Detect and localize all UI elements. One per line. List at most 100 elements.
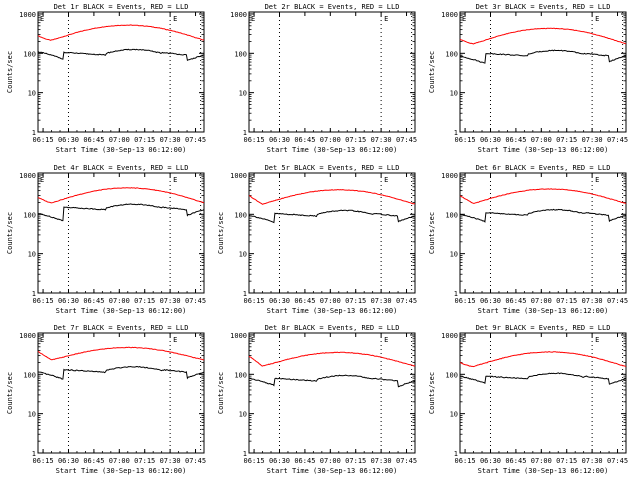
corner-marker-label: E — [251, 176, 255, 184]
events-series-line — [37, 365, 205, 380]
y-tick-label: 10 — [28, 411, 36, 419]
x-tick-label: 06:30 — [269, 457, 290, 465]
panel-title: Det 8r BLACK = Events, RED = LLD — [265, 324, 400, 332]
panel-det-1: Det 1r BLACK = Events, RED = LLD 1 10 100 10… — [6, 3, 206, 154]
y-tick-label: 1000 — [230, 172, 247, 180]
x-tick-label: 07:00 — [531, 297, 552, 305]
y-tick-label: 1000 — [19, 332, 36, 340]
events-series-line — [459, 208, 627, 223]
x-axis-label: Start Time (30-Sep-13 06:12:00) — [478, 467, 609, 475]
x-tick-label: 06:15 — [455, 297, 476, 305]
panel-title: Det 5r BLACK = Events, RED = LLD — [265, 164, 400, 172]
y-tick-label: 100 — [23, 211, 36, 219]
x-tick-label: 07:00 — [109, 297, 130, 305]
x-tick-label: 07:30 — [371, 297, 392, 305]
x-tick-label: 07:15 — [556, 457, 577, 465]
y-tick-label: 1 — [454, 290, 458, 298]
event-marker-label: E — [595, 336, 599, 344]
events-series-line — [248, 209, 416, 224]
y-tick-label: 1000 — [19, 11, 36, 19]
x-tick-label: 07:30 — [160, 297, 181, 305]
x-tick-label: 06:30 — [480, 457, 501, 465]
lld-series-line — [38, 24, 204, 41]
y-tick-label: 10 — [450, 251, 458, 259]
x-tick-label: 06:30 — [480, 297, 501, 305]
x-axis-label: Start Time (30-Sep-13 06:12:00) — [56, 307, 187, 315]
panel-title: Det 1r BLACK = Events, RED = LLD — [54, 3, 189, 11]
x-tick-label: 07:45 — [607, 457, 628, 465]
event-marker-label: E — [173, 15, 177, 23]
plot-frame — [248, 11, 416, 133]
y-tick-label: 1 — [243, 290, 247, 298]
y-tick-label: 1 — [454, 129, 458, 137]
x-tick-label: 07:30 — [160, 457, 181, 465]
events-series-line — [459, 372, 627, 385]
x-tick-label: 07:00 — [109, 457, 130, 465]
x-tick-label: 06:15 — [33, 457, 54, 465]
lld-series-line — [459, 27, 627, 45]
y-axis-label: Counts/sec — [428, 51, 436, 93]
y-tick-label: 1 — [454, 450, 458, 458]
corner-marker-label: E — [462, 336, 466, 344]
y-axis-label: Counts/sec — [6, 51, 14, 93]
y-tick-label: 1 — [243, 450, 247, 458]
x-tick-label: 07:30 — [582, 297, 603, 305]
x-tick-label: 07:45 — [185, 457, 206, 465]
panel-det-9: Det 9r BLACK = Events, RED = LLD 1 10 100 10… — [428, 324, 628, 475]
x-axis-label: Start Time (30-Sep-13 06:12:00) — [56, 146, 187, 154]
event-marker-label: E — [595, 15, 599, 23]
panel-det-2: Det 2r BLACK = Events, RED = LLD 1 10 100 10… — [230, 3, 417, 154]
y-tick-label: 100 — [445, 211, 458, 219]
event-marker-label: E — [595, 176, 599, 184]
x-tick-label: 07:15 — [556, 297, 577, 305]
y-tick-label: 1000 — [230, 11, 247, 19]
y-axis-label: Counts/sec — [6, 212, 14, 254]
y-axis-label: Counts/sec — [428, 372, 436, 414]
plot-frame — [248, 172, 416, 294]
y-axis-label: Counts/sec — [6, 372, 14, 414]
y-axis-label: Counts/sec — [428, 212, 436, 254]
y-tick-label: 1000 — [441, 11, 458, 19]
x-tick-label: 06:30 — [269, 297, 290, 305]
lld-series-line — [248, 189, 415, 205]
x-axis-label: Start Time (30-Sep-13 06:12:00) — [267, 307, 398, 315]
corner-marker-label: E — [40, 15, 44, 23]
x-tick-label: 07:30 — [160, 136, 181, 144]
y-tick-label: 1 — [243, 129, 247, 137]
event-marker-label: E — [384, 336, 388, 344]
x-tick-label: 06:15 — [455, 136, 476, 144]
plot-frame — [459, 11, 627, 133]
events-series-line — [459, 49, 627, 64]
y-tick-label: 1000 — [441, 332, 458, 340]
panel-title: Det 2r BLACK = Events, RED = LLD — [265, 3, 400, 11]
panel-title: Det 4r BLACK = Events, RED = LLD — [54, 164, 189, 172]
x-tick-label: 07:00 — [320, 457, 341, 465]
y-tick-label: 100 — [234, 371, 247, 379]
lld-series-line — [37, 346, 205, 361]
panel-title: Det 9r BLACK = Events, RED = LLD — [476, 324, 611, 332]
event-marker-label: E — [384, 15, 388, 23]
x-tick-label: 06:45 — [83, 457, 104, 465]
panel-det-6: Det 6r BLACK = Events, RED = LLD 1 10 100 10… — [428, 164, 628, 315]
x-tick-label: 07:45 — [396, 297, 417, 305]
y-tick-label: 100 — [445, 50, 458, 58]
x-tick-label: 07:00 — [109, 136, 130, 144]
corner-marker-label: E — [40, 336, 44, 344]
y-tick-label: 10 — [239, 411, 247, 419]
plot-frame — [459, 332, 627, 454]
x-tick-label: 06:15 — [244, 457, 265, 465]
y-tick-label: 1 — [32, 450, 36, 458]
x-tick-label: 07:45 — [185, 136, 206, 144]
x-tick-label: 07:15 — [134, 457, 155, 465]
plot-frame — [37, 332, 205, 454]
panel-det-5: Det 5r BLACK = Events, RED = LLD 1 10 100 10… — [217, 164, 417, 315]
x-tick-label: 06:30 — [58, 297, 79, 305]
x-tick-label: 06:45 — [83, 136, 104, 144]
x-tick-label: 07:15 — [556, 136, 577, 144]
x-axis-label: Start Time (30-Sep-13 06:12:00) — [478, 146, 609, 154]
x-tick-label: 06:15 — [244, 136, 265, 144]
x-tick-label: 07:15 — [134, 136, 155, 144]
y-tick-label: 100 — [445, 371, 458, 379]
panel-det-8: Det 8r BLACK = Events, RED = LLD 1 10 100 10… — [217, 324, 417, 475]
